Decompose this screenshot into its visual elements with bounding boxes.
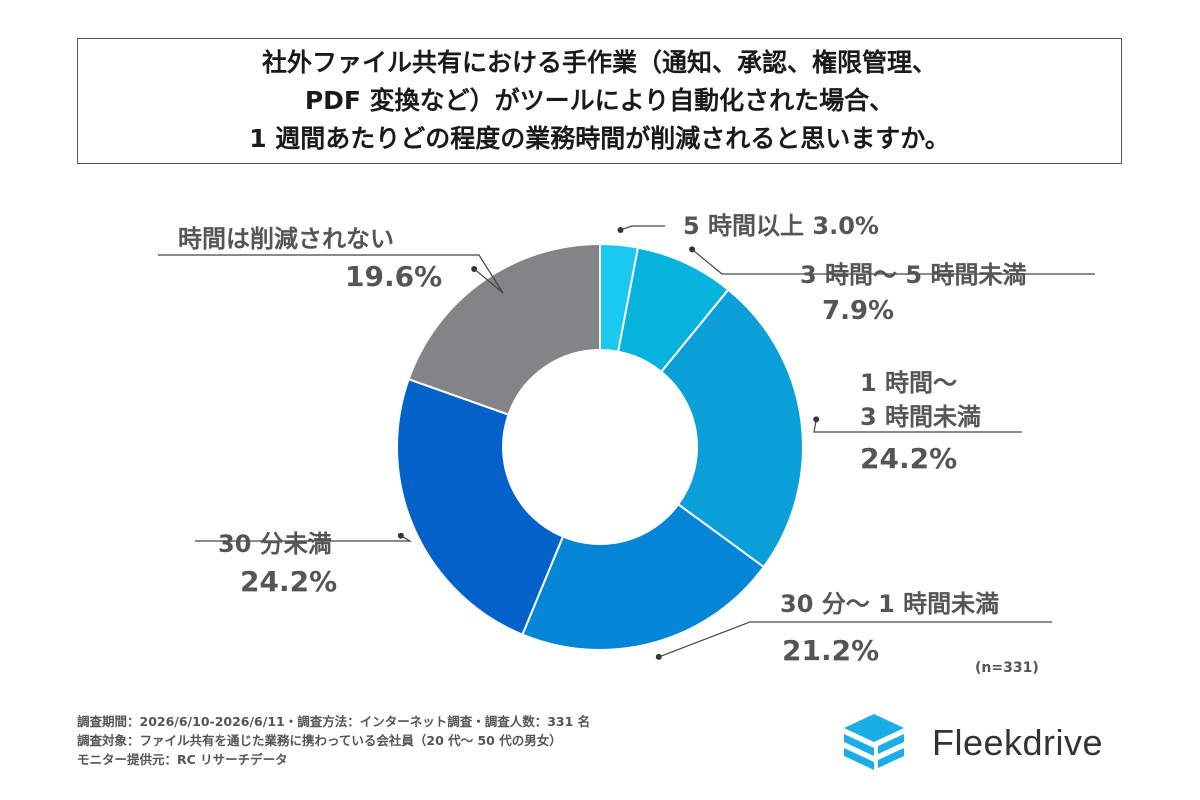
donut-slice-5 — [396, 377, 565, 636]
survey-footnotes: 調査期間：2026/6/10-2026/6/11・調査方法：インターネット調査・… — [77, 712, 590, 769]
callout-line-6 — [158, 254, 504, 294]
donut-slice-3 — [659, 288, 804, 569]
slice-label-4-line-1: 30 分～ 1 時間未満 — [780, 590, 999, 618]
slice-label-3-line-2: 3 時間未満 — [860, 403, 981, 431]
slice-value-3: 24.2% — [860, 442, 957, 475]
donut-slice-6 — [407, 242, 601, 416]
slice-value-6: 19.6% — [345, 260, 442, 293]
footnote-target: 調査対象：ファイル共有を通じた業務に携わっている会社員（20 代～ 50 代の男… — [77, 733, 562, 748]
callout-line-1 — [620, 225, 665, 231]
donut-slices — [396, 242, 804, 651]
callout-line-3 — [813, 419, 1022, 433]
slice-label-5-line-1: 30 分未満 — [218, 530, 332, 558]
fleekdrive-logo-text: Fleekdrive — [932, 722, 1104, 763]
callout-line-5 — [195, 535, 413, 542]
footnote-period: 調査期間：2026/6/10-2026/6/11・調査方法：インターネット調査・… — [77, 714, 591, 729]
footnote-provider: モニター提供元：RC リサーチデータ — [77, 752, 288, 767]
donut-slice-4 — [521, 502, 766, 651]
callout-lines — [158, 225, 1095, 660]
slice-label-3-line-1: 1 時間～ — [860, 369, 957, 397]
fleekdrive-logo: Fleekdrive — [838, 712, 1138, 776]
slice-labels: 5 時間以上 3.0% 3 時間～ 5 時間未満 7.9% 1 時間～ 3 時間未満 24… — [178, 212, 1026, 667]
chart-title-line-2: PDF 変換など）がツールにより自動化された場合、 — [304, 86, 895, 115]
slice-label-1-line-1: 5 時間以上 3.0% — [683, 212, 879, 240]
callout-line-2 — [691, 248, 1095, 275]
chart-title-line-1: 社外ファイル共有における手作業（通知、承認、権限管理、 — [261, 48, 937, 77]
slice-label-2-line-1: 3 時間～ 5 時間未満 — [800, 261, 1026, 289]
slice-label-6-line-1: 時間は削減されない — [178, 225, 394, 253]
chart-title-line-3: 1 週間あたりどの程度の業務時間が削減されると思いますか。 — [249, 124, 950, 153]
slice-value-4: 21.2% — [782, 634, 879, 667]
fleekdrive-logo-icon — [844, 714, 904, 770]
slice-value-5: 24.2% — [240, 565, 337, 598]
slice-value-2: 7.9% — [822, 296, 894, 326]
callout-line-4 — [658, 621, 1052, 658]
chart-title: 社外ファイル共有における手作業（通知、承認、権限管理、 PDF 変換など）がツー… — [77, 38, 1122, 164]
sample-size-label: (n=331) — [975, 660, 1039, 676]
